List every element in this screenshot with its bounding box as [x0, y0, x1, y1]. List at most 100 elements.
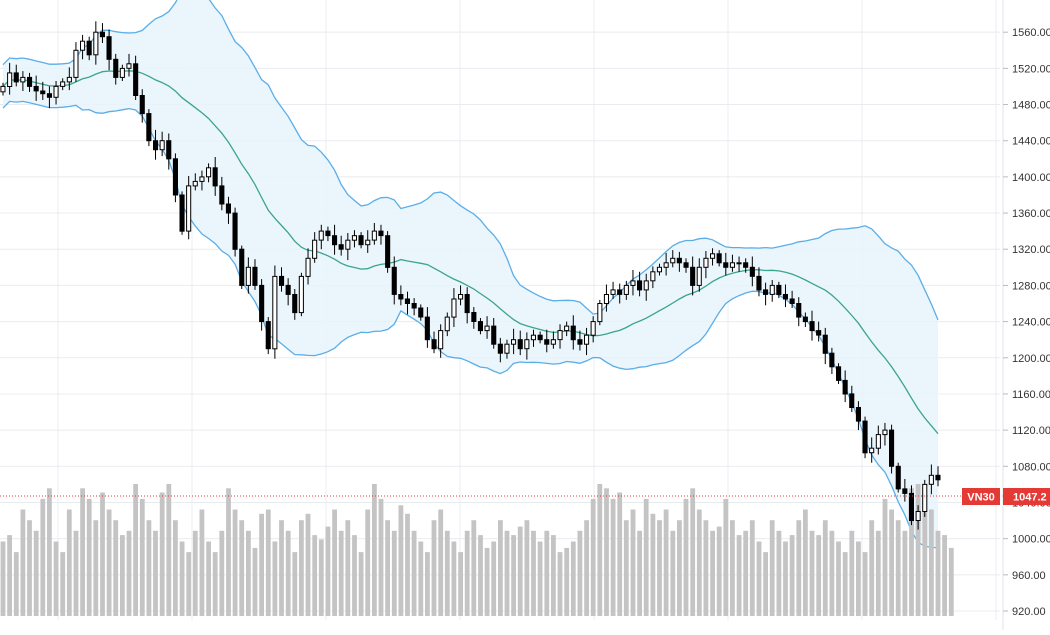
- volume-bar: [637, 530, 642, 616]
- volume-bar: [683, 498, 689, 616]
- candle-body: [292, 294, 298, 314]
- volume-bar: [922, 498, 928, 616]
- volume-bar: [551, 535, 556, 616]
- candle-body: [756, 275, 762, 291]
- candle-body: [345, 239, 351, 250]
- candle-body: [597, 303, 603, 323]
- y-tick-label: 1280.00: [1012, 280, 1050, 292]
- volume-bar: [478, 535, 483, 616]
- volume-bar: [431, 520, 437, 616]
- volume-bar: [252, 547, 258, 616]
- candle-body: [683, 262, 689, 268]
- candle-body: [404, 298, 410, 304]
- volume-bar: [139, 498, 145, 616]
- candle-body: [776, 284, 782, 295]
- candle-body: [212, 167, 218, 187]
- volume-bar: [179, 541, 185, 616]
- volume-bar: [398, 505, 404, 616]
- volume-bar: [531, 530, 536, 616]
- candle-body: [371, 230, 377, 241]
- candle-body: [411, 303, 417, 309]
- volume-bar: [829, 530, 835, 616]
- candle-body: [179, 194, 185, 232]
- candle-body: [351, 235, 357, 241]
- volume-bar: [942, 535, 947, 616]
- candle-body: [458, 294, 464, 300]
- volume-bar: [40, 498, 46, 616]
- volume-bar: [895, 520, 901, 616]
- y-tick-label: 1080.00: [1012, 461, 1050, 473]
- candle-body: [663, 262, 669, 268]
- candle-body: [252, 266, 258, 286]
- candle-body: [491, 325, 497, 345]
- candle-body: [424, 316, 430, 341]
- candle-body: [259, 284, 265, 323]
- y-tick-label: 1480.00: [1012, 100, 1050, 112]
- volume-bar: [80, 488, 85, 616]
- candle-body: [650, 271, 656, 282]
- volume-bar: [577, 530, 583, 616]
- volume-bar: [232, 509, 238, 616]
- candle-body: [497, 343, 503, 354]
- volume-bar: [856, 541, 861, 616]
- volume-bar: [491, 541, 497, 616]
- candle-body: [186, 185, 192, 232]
- candle-body: [564, 325, 570, 332]
- candle-body: [444, 316, 450, 332]
- volume-bar: [318, 539, 324, 616]
- volume-bar: [126, 530, 132, 616]
- candle-body: [464, 294, 470, 314]
- symbol-badge-bg: [962, 488, 1000, 505]
- volume-bar: [902, 530, 908, 616]
- volume-bar: [816, 535, 822, 616]
- volume-bar: [146, 520, 152, 616]
- volume-bar: [159, 492, 165, 616]
- volume-bar: [663, 509, 669, 616]
- candle-body: [285, 284, 291, 295]
- volume-bar: [405, 513, 410, 616]
- volume-bar: [153, 530, 158, 616]
- candle-body: [617, 289, 623, 295]
- candle-body: [20, 76, 26, 83]
- candle-body: [484, 325, 490, 332]
- candle-body: [537, 334, 543, 341]
- volume-bar: [690, 488, 696, 616]
- volume-bar: [425, 552, 430, 616]
- volume-bar: [630, 509, 636, 616]
- y-tick-label: 1160.00: [1012, 389, 1050, 401]
- volume-bar: [272, 541, 278, 616]
- candle-body: [504, 343, 510, 354]
- candle-body: [113, 58, 119, 78]
- volume-bar: [796, 520, 802, 616]
- candle-body: [729, 262, 736, 268]
- candle-body: [855, 407, 862, 422]
- volume-bar: [192, 530, 198, 616]
- candle-body: [603, 294, 610, 304]
- volume-bar: [464, 530, 470, 616]
- candle-body: [889, 429, 895, 467]
- candle-body: [769, 284, 775, 295]
- candle-body: [126, 63, 132, 69]
- candle-body: [318, 230, 324, 241]
- volume-bar: [889, 509, 894, 616]
- candle-body: [86, 40, 92, 56]
- candle-body: [716, 253, 722, 264]
- candle-body: [789, 298, 795, 304]
- candle-body: [33, 85, 39, 92]
- volume-bar: [617, 492, 623, 616]
- candle-body: [385, 235, 391, 268]
- last-price-badge-value: 1047.2: [1013, 492, 1047, 504]
- candle-body: [146, 113, 152, 142]
- volume-bar: [246, 530, 251, 616]
- candle-body: [630, 280, 636, 286]
- lower-band: [2, 100, 939, 549]
- candle-body: [166, 140, 172, 160]
- price-axis: 920.00960.001000.001040.001080.001120.00…: [1002, 0, 1050, 630]
- volume-bar: [875, 530, 881, 616]
- volume-bar: [27, 520, 32, 616]
- candle-body: [438, 330, 444, 350]
- candle-body: [842, 379, 848, 395]
- volume-bar: [212, 552, 218, 616]
- volume-bar: [822, 520, 828, 616]
